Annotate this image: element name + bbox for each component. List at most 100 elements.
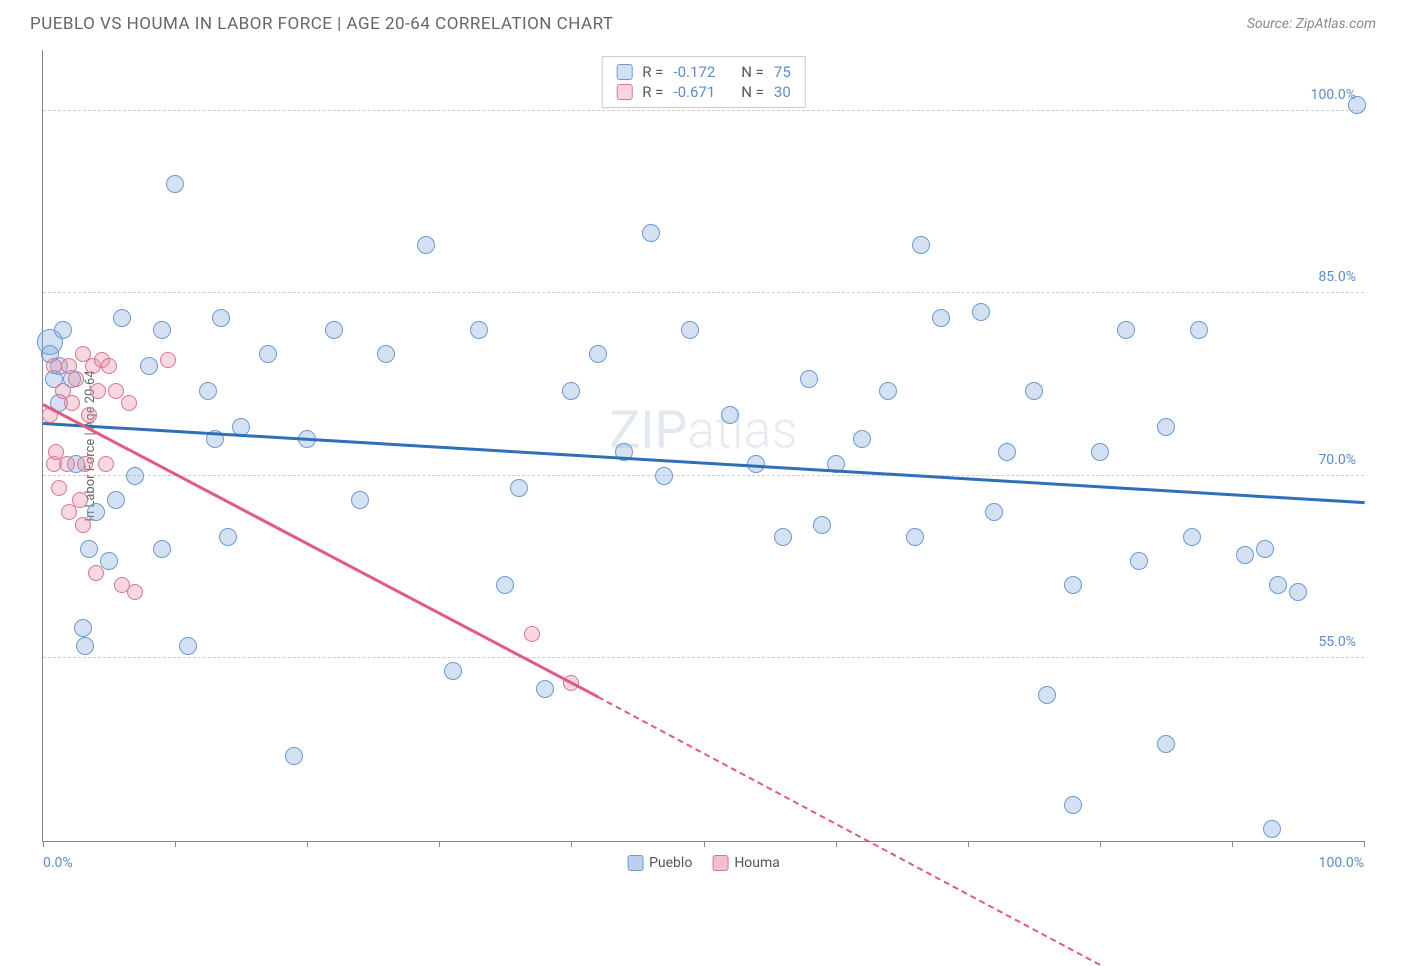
scatter-point <box>655 467 673 485</box>
scatter-point <box>153 540 171 558</box>
r-label: R = <box>642 83 663 101</box>
n-label: N = <box>741 63 764 81</box>
r-value: -0.172 <box>673 63 715 81</box>
scatter-point <box>1064 576 1082 594</box>
scatter-point <box>470 321 488 339</box>
scatter-point <box>681 321 699 339</box>
scatter-point <box>1269 576 1287 594</box>
scatter-point <box>774 528 792 546</box>
x-tick <box>439 841 440 847</box>
r-value: -0.671 <box>673 83 715 101</box>
scatter-point <box>1157 418 1175 436</box>
scatter-point <box>98 456 114 472</box>
scatter-point <box>199 382 217 400</box>
legend-swatch <box>712 855 728 871</box>
scatter-point <box>80 540 98 558</box>
scatter-point <box>59 456 75 472</box>
scatter-point <box>1190 321 1208 339</box>
r-label: R = <box>642 63 663 81</box>
scatter-point <box>166 175 184 193</box>
header: PUEBLO VS HOUMA IN LABOR FORCE | AGE 20-… <box>0 0 1406 42</box>
scatter-point <box>127 584 143 600</box>
scatter-point <box>1236 546 1254 564</box>
x-label-start: 0.0% <box>43 855 73 871</box>
scatter-point <box>1091 443 1109 461</box>
legend-swatch <box>627 855 643 871</box>
legend-label: Houma <box>734 855 780 871</box>
scatter-point <box>1117 321 1135 339</box>
scatter-point <box>87 503 105 521</box>
x-tick <box>1232 841 1233 847</box>
gridline <box>43 292 1364 293</box>
scatter-point <box>90 383 106 399</box>
scatter-point <box>998 443 1016 461</box>
scatter-point <box>589 345 607 363</box>
scatter-point <box>160 352 176 368</box>
scatter-point <box>1348 96 1366 114</box>
scatter-point <box>101 358 117 374</box>
x-tick <box>43 841 44 847</box>
scatter-point <box>536 680 554 698</box>
scatter-point <box>325 321 343 339</box>
x-tick <box>1364 841 1365 847</box>
n-value: 30 <box>774 83 791 101</box>
scatter-point <box>1263 820 1281 838</box>
scatter-point <box>108 383 124 399</box>
scatter-point <box>81 407 97 423</box>
scatter-point <box>496 576 514 594</box>
scatter-point <box>46 358 62 374</box>
scatter-point <box>121 395 137 411</box>
scatter-point <box>721 406 739 424</box>
scatter-point <box>76 637 94 655</box>
scatter-point <box>64 395 80 411</box>
scatter-point <box>1157 735 1175 753</box>
scatter-point <box>219 528 237 546</box>
scatter-point <box>113 309 131 327</box>
scatter-point <box>126 467 144 485</box>
scatter-point <box>212 309 230 327</box>
scatter-point <box>107 491 125 509</box>
legend-label: Pueblo <box>649 855 692 871</box>
scatter-point <box>1256 540 1274 558</box>
scatter-point <box>77 456 93 472</box>
scatter-point <box>74 619 92 637</box>
scatter-point <box>51 480 67 496</box>
scatter-point <box>972 303 990 321</box>
x-tick <box>968 841 969 847</box>
series-legend: Pueblo Houma <box>627 855 780 871</box>
scatter-point <box>1025 382 1043 400</box>
scatter-point <box>1289 583 1307 601</box>
scatter-point <box>75 517 91 533</box>
pueblo-swatch <box>616 64 632 80</box>
legend-item: Pueblo <box>627 855 692 871</box>
y-tick-label: 85.0% <box>1318 269 1356 285</box>
x-tick <box>571 841 572 847</box>
gridline <box>43 657 1364 658</box>
scatter-point <box>524 626 540 642</box>
x-tick <box>307 841 308 847</box>
scatter-point <box>932 309 950 327</box>
watermark: ZIPatlas <box>609 399 798 460</box>
x-tick <box>1100 841 1101 847</box>
scatter-point <box>510 479 528 497</box>
scatter-point <box>179 637 197 655</box>
scatter-point <box>912 236 930 254</box>
chart-title: PUEBLO VS HOUMA IN LABOR FORCE | AGE 20-… <box>30 14 614 34</box>
scatter-point <box>72 492 88 508</box>
scatter-point <box>377 345 395 363</box>
scatter-point <box>985 503 1003 521</box>
scatter-point <box>444 662 462 680</box>
scatter-point <box>351 491 369 509</box>
legend-row-pueblo: R = -0.172 N = 75 <box>616 63 791 81</box>
trend-line-dashed <box>598 696 1101 966</box>
x-tick <box>704 841 705 847</box>
x-label-end: 100.0% <box>1319 855 1364 871</box>
scatter-point <box>153 321 171 339</box>
n-label: N = <box>741 83 764 101</box>
scatter-point <box>259 345 277 363</box>
scatter-point <box>1183 528 1201 546</box>
n-value: 75 <box>774 63 791 81</box>
scatter-point <box>562 382 580 400</box>
watermark-atlas: atlas <box>687 399 798 460</box>
gridline <box>43 475 1364 476</box>
